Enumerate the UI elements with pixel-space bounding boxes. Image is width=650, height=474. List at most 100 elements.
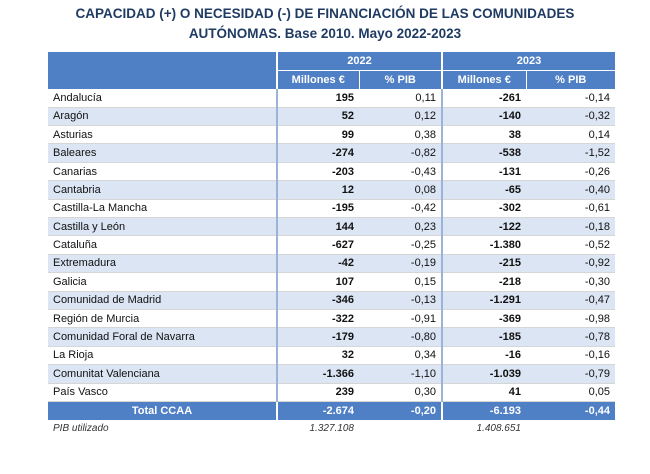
pib-2022: 0,08 (359, 180, 442, 200)
pib-2022: -0,43 (359, 162, 442, 182)
pib-2022: -0,80 (359, 327, 442, 347)
header-row-years: 2022 2023 (48, 52, 615, 71)
header-blank-2 (48, 70, 277, 89)
title-line-2: AUTÓNOMAS. Base 2010. Mayo 2022-2023 (188, 26, 462, 41)
region-name: Extremadura (48, 254, 277, 274)
total-pib-2023: -0,44 (526, 401, 615, 421)
header-row-units: Millones € % PIB Millones € % PIB (48, 70, 615, 89)
millones-2023: -369 (441, 309, 526, 329)
region-name: País Vasco (48, 383, 277, 402)
pib-2022: 0,38 (359, 125, 442, 145)
table-row: Cantabria 12 0,08 -65 -0,40 (48, 180, 615, 200)
pib-2023: -0,32 (526, 107, 615, 127)
millones-2022: 99 (276, 125, 359, 145)
total-millones-2023: -6.193 (441, 401, 526, 421)
pib-2022: -0,82 (359, 143, 442, 163)
total-millones-2022: -2.674 (276, 401, 359, 421)
millones-2022: -627 (276, 235, 359, 255)
region-name: Asturias (48, 125, 277, 145)
millones-2023: -65 (441, 180, 526, 200)
millones-2023: -218 (441, 272, 526, 292)
total-pib-2022: -0,20 (359, 401, 442, 421)
millones-2022: -42 (276, 254, 359, 274)
millones-2022: 195 (276, 88, 359, 108)
region-name: Región de Murcia (48, 309, 277, 329)
pib-2023: -0,14 (526, 88, 615, 108)
pib-blank-2 (526, 420, 615, 436)
pib-2023: -0,26 (526, 162, 615, 182)
pib-2023: -0,16 (526, 346, 615, 366)
millones-2023: -16 (441, 346, 526, 366)
pib-2023: -0,78 (526, 327, 615, 347)
table-row: La Rioja 32 0,34 -16 -0,16 (48, 346, 615, 366)
header-blank (48, 52, 277, 71)
millones-2022: -203 (276, 162, 359, 182)
pib-2022: 0,15 (359, 272, 442, 292)
header-year-2023: 2023 (441, 52, 615, 71)
table-row: Asturias 99 0,38 38 0,14 (48, 125, 615, 145)
pib-2023: 0,14 (526, 125, 615, 145)
millones-2022: 52 (276, 107, 359, 127)
pib-2022: 1.327.108 (309, 422, 355, 434)
millones-2023: -302 (441, 199, 526, 219)
header-millones-2022: Millones € (276, 70, 359, 89)
table-row: Extremadura -42 -0,19 -215 -0,92 (48, 254, 615, 274)
table-row: Castilla-La Mancha -195 -0,42 -302 -0,61 (48, 199, 615, 219)
title-line-1: CAPACIDAD (+) O NECESIDAD (-) DE FINANCI… (75, 6, 575, 21)
pib-2023: -0,61 (526, 199, 615, 219)
region-name: Castilla y León (48, 217, 277, 237)
table-row: País Vasco 239 0,30 41 0,05 (48, 383, 615, 402)
region-name: Aragón (48, 107, 277, 127)
pib-2022: 0,12 (359, 107, 442, 127)
pib-2022: -0,13 (359, 291, 442, 310)
millones-2023: -122 (441, 217, 526, 237)
pib-2023: -0,98 (526, 309, 615, 329)
total-row: Total CCAA -2.674 -0,20 -6.193 -0,44 (48, 401, 615, 421)
region-name: Castilla-La Mancha (48, 199, 277, 219)
region-name: Canarias (48, 162, 277, 182)
table-row: Aragón 52 0,12 -140 -0,32 (48, 107, 615, 127)
pib-2022: -0,91 (359, 309, 442, 329)
pib-2022: 0,23 (359, 217, 442, 237)
pib-blank-1 (359, 420, 442, 436)
millones-2023: -131 (441, 162, 526, 182)
pib-2022: 0,30 (359, 383, 442, 402)
millones-2022: 32 (276, 346, 359, 366)
table-row: Canarias -203 -0,43 -131 -0,26 (48, 162, 615, 182)
table-row: Baleares -274 -0,82 -538 -1,52 (48, 143, 615, 163)
millones-2023: -185 (441, 327, 526, 347)
table-row: Comunitat Valenciana -1.366 -1,10 -1.039 -0,… (48, 364, 615, 384)
region-name: Comunitat Valenciana (48, 364, 277, 384)
pib-2023: -0,18 (526, 217, 615, 237)
millones-2022: -195 (276, 199, 359, 219)
financing-table: 2022 2023 Millones € % PIB Millones € % … (48, 52, 615, 436)
millones-2022: -322 (276, 309, 359, 329)
region-name: Cataluña (48, 235, 277, 255)
table-row: Castilla y León 144 0,23 -122 -0,18 (48, 217, 615, 237)
pib-2022: -0,19 (359, 254, 442, 274)
pib-row: PIB utilizado 1.327.108 1.408.651 (48, 420, 615, 436)
millones-2023: 41 (441, 383, 526, 402)
millones-2022: -1.366 (276, 364, 359, 384)
region-name: Cantabria (48, 180, 277, 200)
region-name: La Rioja (48, 346, 277, 366)
millones-2023: -1.291 (441, 291, 526, 310)
millones-2023: -1.380 (441, 235, 526, 255)
pib-2023: -0,92 (526, 254, 615, 274)
pib-label: PIB utilizado (53, 422, 109, 434)
pib-2023: 1.408.651 (476, 422, 522, 434)
millones-2022: -274 (276, 143, 359, 163)
millones-2022: 12 (276, 180, 359, 200)
table-row: Comunidad de Madrid -346 -0,13 -1.291 -0,47 (48, 291, 615, 310)
pib-2022: 0,11 (359, 88, 442, 108)
millones-2022: 107 (276, 272, 359, 292)
table-row: Andalucía 195 0,11 -261 -0,14 (48, 88, 615, 108)
region-name: Galicia (48, 272, 277, 292)
millones-2023: -140 (441, 107, 526, 127)
header-pib-2022: % PIB (358, 70, 442, 89)
table-row: Galicia 107 0,15 -218 -0,30 (48, 272, 615, 292)
header-year-2022: 2022 (276, 52, 442, 71)
pib-2023: -0,79 (526, 364, 615, 384)
pib-2023: -0,47 (526, 291, 615, 310)
region-name: Comunidad de Madrid (48, 291, 277, 310)
